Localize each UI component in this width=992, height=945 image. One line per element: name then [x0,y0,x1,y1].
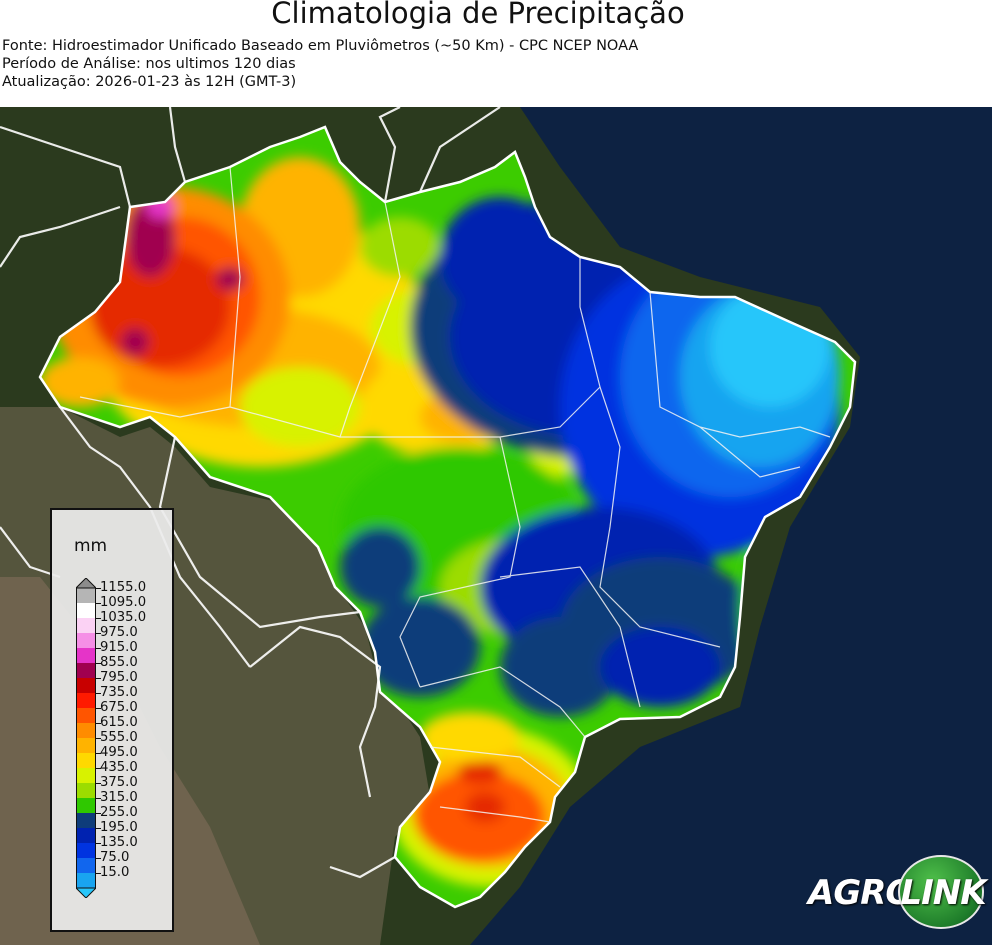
colorbar-tick-mark [96,618,101,619]
colorbar-tick-mark [96,723,101,724]
logo-link-text: LINK [900,873,986,913]
colorbar-tick-label: 195.0 [100,820,138,835]
colorbar-tick-mark [96,858,101,859]
colorbar-tick-mark [96,843,101,844]
colorbar-tick-label: 435.0 [100,760,138,775]
colorbar-cell [76,768,96,784]
colorbar-tick-mark [96,603,101,604]
map-canvas [0,107,992,945]
chart-title: Climatologia de Precipitação [271,0,685,30]
colorbar-tick-label: 1035.0 [100,610,147,625]
colorbar-tick-mark [96,798,101,799]
period-line: Período de Análise: nos ultimos 120 dias [2,56,296,72]
colorbar-cell [76,678,96,694]
colorbar-cell [76,858,96,874]
colorbar-tick-mark [96,708,101,709]
source-line: Fonte: Hidroestimador Unificado Baseado … [2,38,639,54]
colorbar-frame [76,587,96,889]
agrolink-logo: AGRO LINK [808,855,987,929]
colorbar-tick-label: 795.0 [100,670,138,685]
colorbar-tick-label: 1155.0 [100,580,147,595]
colorbar-tick-label: 1095.0 [100,595,147,610]
colorbar-extend-top [76,578,96,589]
colorbar-tick-mark [96,813,101,814]
colorbar-extend-bottom [76,887,96,898]
colorbar-cell [76,753,96,769]
colorbar-tick-mark [96,738,101,739]
colorbar-tick-mark [96,648,101,649]
colorbar-tick-label: 855.0 [100,655,138,670]
colorbar-cell [76,738,96,754]
colorbar-tick-label: 735.0 [100,685,138,700]
colorbar-tick-label: 915.0 [100,640,138,655]
colorbar-tick-label: 555.0 [100,730,138,745]
colorbar-cell [76,603,96,619]
colorbar-tick-label: 615.0 [100,715,138,730]
colorbar-tick-label: 255.0 [100,805,138,820]
colorbar-tick-mark [96,633,101,634]
precipitation-map [0,107,992,945]
colorbar-cell [76,723,96,739]
colorbar-tick-mark [96,588,101,589]
colorbar-tick-label: 495.0 [100,745,138,760]
colorbar-tick-label: 15.0 [100,865,130,880]
colorbar-cell [76,813,96,829]
legend-unit: mm [74,536,108,556]
colorbar-tick-label: 675.0 [100,700,138,715]
colorbar-cell [76,648,96,664]
colorbar-cell [76,633,96,649]
colorbar-tick-mark [96,768,101,769]
colorbar-legend: mm 1155.0 1095.0 1035.0 975.0 915.0 855.0 795.… [50,508,174,932]
colorbar-tick-label: 135.0 [100,835,138,850]
colorbar-tick-mark [96,783,101,784]
state-borders [79,166,831,823]
colorbar-tick-mark [96,828,101,829]
colorbar-cell [76,873,96,889]
colorbar-cell [76,798,96,814]
colorbar-tick-label: 315.0 [100,790,138,805]
colorbar-cell [76,783,96,799]
colorbar-cell [76,828,96,844]
colorbar-tick-label: 375.0 [100,775,138,790]
colorbar [76,578,96,898]
colorbar-tick-mark [96,693,101,694]
colorbar-tick-mark [96,753,101,754]
colorbar-cell [76,663,96,679]
colorbar-cell [76,618,96,634]
colorbar-tick-mark [96,873,101,874]
colorbar-tick-label: 975.0 [100,625,138,640]
colorbar-cell [76,588,96,604]
country-borders [0,107,501,879]
logo-circle: LINK [898,855,987,929]
colorbar-cell [76,693,96,709]
colorbar-cell [76,843,96,859]
updated-line: Atualização: 2026-01-23 às 12H (GMT-3) [2,74,297,90]
logo-agro-text: AGRO [808,873,914,913]
colorbar-tick-label: 75.0 [100,850,130,865]
colorbar-cell [76,708,96,724]
colorbar-tick-mark [96,663,101,664]
colorbar-tick-mark [96,678,101,679]
